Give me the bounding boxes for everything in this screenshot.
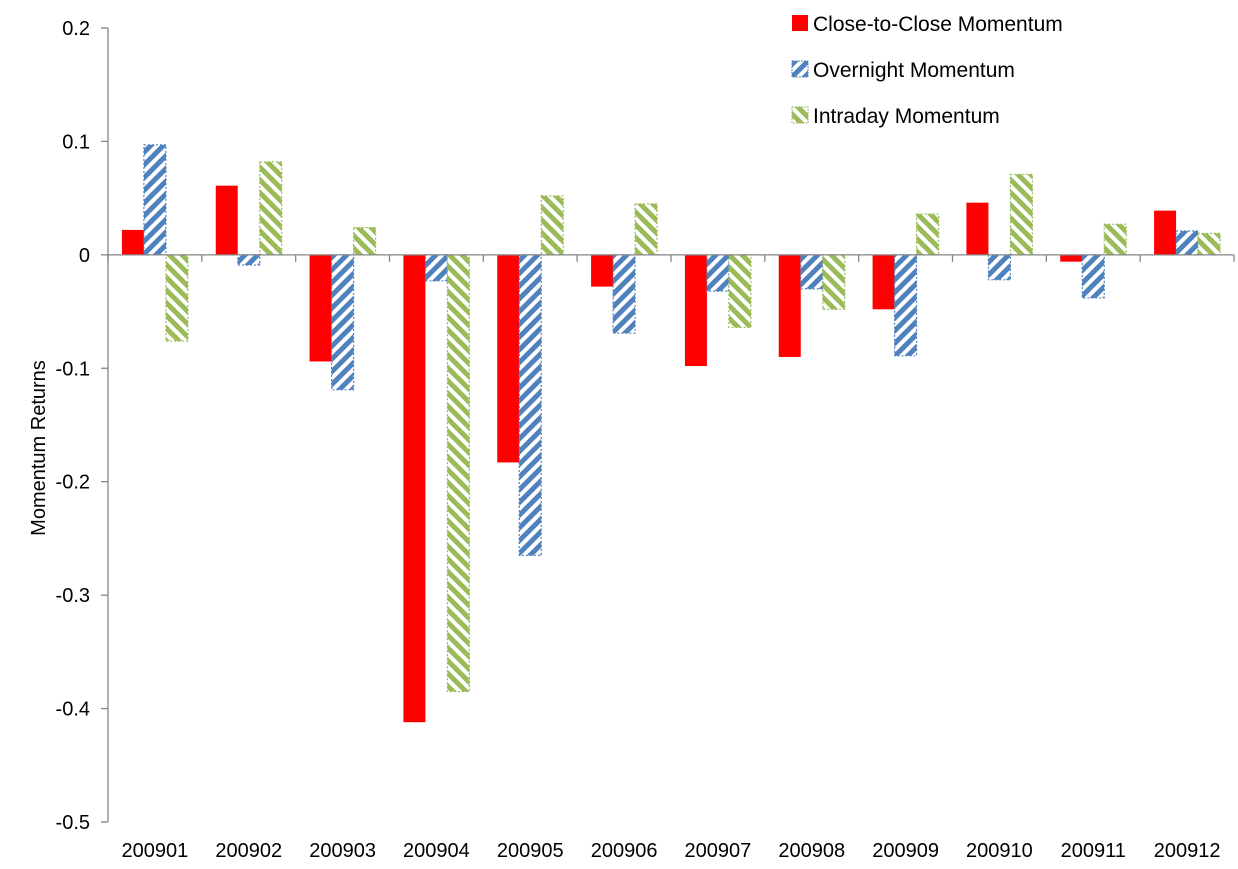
bar-series3-200902 <box>259 161 283 256</box>
bar-series1-200911 <box>1060 254 1083 262</box>
bar-series3-200907 <box>728 254 752 329</box>
bar-series2-200909 <box>893 254 918 357</box>
y-tick-label: -0.4 <box>56 699 90 721</box>
axes-layer <box>107 28 1235 822</box>
bar-series3-200906 <box>634 203 658 256</box>
y-axis-title: Momentum Returns <box>28 360 50 536</box>
bar-series3-200909 <box>915 213 940 256</box>
bar-series3-200912 <box>1197 232 1221 256</box>
x-tick-label: 200911 <box>1061 840 1126 862</box>
bar-series3-200908 <box>822 254 846 310</box>
x-tick-label: 200904 <box>403 840 470 862</box>
legend-swatch-series3 <box>791 106 809 124</box>
x-tick-label: 200905 <box>497 840 564 862</box>
bar-series1-200904 <box>403 254 426 723</box>
legend-label-series1: Close-to-Close Momentum <box>813 13 1063 36</box>
bar-series2-200908 <box>800 254 824 290</box>
legend: Close-to-Close Momentum Overnight Momentu… <box>791 13 1063 128</box>
x-tick-label: 200902 <box>215 840 282 862</box>
bar-series1-200910 <box>966 202 989 255</box>
x-tick-label: 200909 <box>872 840 939 862</box>
bar-series2-200903 <box>330 254 355 391</box>
bar-series2-200912 <box>1175 230 1199 256</box>
bar-series1-200902 <box>215 185 238 255</box>
bar-series2-200901 <box>143 144 167 256</box>
y-tick-label: 0 <box>79 245 90 267</box>
x-axis-ticks: 200901 200902 200903 200904 200905 200906 2009… <box>122 840 1221 862</box>
y-tick-label: 0.1 <box>62 131 90 153</box>
bar-series1-200903 <box>309 254 332 362</box>
x-tick-label: 200910 <box>966 840 1033 862</box>
x-tick-label: 200903 <box>309 840 376 862</box>
bar-series1-200908 <box>778 254 801 357</box>
legend-label-series3: Intraday Momentum <box>813 105 1000 128</box>
bar-series1-200905 <box>497 254 520 463</box>
bar-series1-200909 <box>872 254 895 310</box>
bar-series2-200904 <box>424 254 449 282</box>
bar-series3-200910 <box>1009 173 1034 256</box>
bar-series1-200907 <box>684 254 707 367</box>
x-tick-label: 200912 <box>1154 840 1221 862</box>
y-axis-ticks: 0.2 0.1 0 -0.1 -0.2 -0.3 -0.4 -0.5 <box>56 18 108 834</box>
bar-series2-200902 <box>237 254 261 266</box>
bar-series2-200907 <box>706 254 730 292</box>
bar-series2-200905 <box>518 254 542 557</box>
bar-series3-200904 <box>446 254 471 693</box>
y-tick-label: 0.2 <box>62 18 90 40</box>
x-tick-label: 200907 <box>685 840 752 862</box>
x-tick-label: 200901 <box>122 840 189 862</box>
y-tick-label: -0.5 <box>56 812 90 834</box>
y-tick-label: -0.2 <box>56 472 90 494</box>
bar-series2-200906 <box>612 254 636 334</box>
bar-series2-200910 <box>987 254 1012 281</box>
y-tick-label: -0.3 <box>56 585 90 607</box>
y-tick-label: -0.1 <box>56 358 90 380</box>
bars-layer <box>121 144 1221 723</box>
legend-swatch-series1 <box>792 15 808 31</box>
bar-series1-200906 <box>591 254 614 287</box>
bar-series1-200901 <box>121 229 144 255</box>
bar-series1-200912 <box>1154 210 1177 255</box>
legend-label-series2: Overnight Momentum <box>813 59 1015 82</box>
bar-series2-200911 <box>1081 254 1105 299</box>
bar-series3-200901 <box>165 254 189 342</box>
bar-series3-200911 <box>1103 223 1127 256</box>
x-tick-label: 200908 <box>778 840 845 862</box>
x-tick-label: 200906 <box>591 840 658 862</box>
bar-series3-200903 <box>352 227 377 256</box>
bar-series3-200905 <box>540 195 564 256</box>
legend-swatch-series2 <box>791 60 809 78</box>
